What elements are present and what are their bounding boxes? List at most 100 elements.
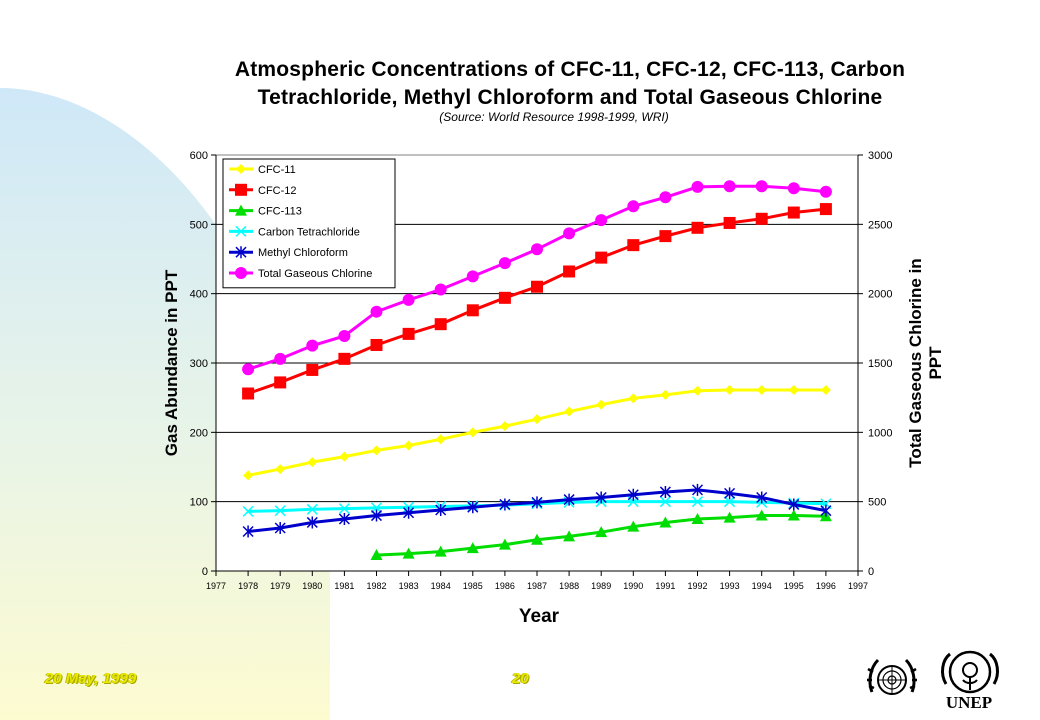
data-point: [370, 305, 383, 318]
legend-label: Methyl Chloroform: [258, 247, 348, 259]
y-tick-label: 400: [190, 289, 208, 301]
data-point: [563, 265, 576, 278]
data-point: [242, 387, 255, 400]
data-point: [596, 399, 607, 410]
y2-axis-label: Total Gaseous Chlorine inPPT: [906, 258, 945, 467]
x-tick-label: 1982: [366, 581, 386, 591]
data-point: [660, 389, 671, 400]
series-cfc-12: [242, 203, 832, 400]
legend-label: CFC-12: [258, 185, 297, 197]
data-point: [243, 470, 254, 481]
y2-tick-label: 500: [868, 497, 886, 509]
data-point: [564, 406, 575, 417]
chart-title-line-1: Atmospheric Concentrations of CFC-11, CF…: [234, 58, 906, 81]
data-point: [371, 445, 382, 456]
data-point: [723, 180, 736, 193]
data-point: [691, 483, 704, 496]
data-point: [467, 427, 478, 438]
legend-swatch-marker: [235, 204, 247, 216]
data-point: [531, 280, 543, 293]
data-point: [242, 363, 255, 376]
data-point: [435, 503, 447, 516]
x-tick-label: 1985: [463, 581, 483, 591]
data-point: [595, 214, 608, 227]
data-point: [787, 182, 800, 195]
data-point: [724, 385, 735, 396]
unep-logo-text: UNEP: [945, 693, 993, 712]
footer-page-number: 20: [512, 670, 529, 687]
data-point: [466, 270, 479, 283]
data-point: [659, 496, 671, 508]
x-tick-label: 1989: [591, 581, 611, 591]
data-point: [627, 200, 640, 213]
legend: CFC-11 CFC-12 CFC-113 Carbon Tetrachloride M…: [222, 158, 396, 289]
x-tick-label: 1979: [270, 581, 290, 591]
x-tick-label: 1990: [623, 581, 643, 591]
legend-swatch-marker: [235, 225, 247, 237]
data-point: [627, 488, 639, 501]
x-tick-label: 1988: [559, 581, 579, 591]
data-point: [402, 547, 415, 559]
data-point: [788, 385, 799, 396]
data-point: [659, 485, 671, 498]
data-point: [788, 498, 800, 511]
data-point: [691, 180, 704, 193]
data-point: [466, 542, 479, 554]
data-point: [306, 363, 319, 376]
data-point: [434, 283, 447, 296]
x-tick-label: 1983: [399, 581, 419, 591]
y2-tick-label: 0: [868, 566, 874, 578]
x-axis-label: Year: [519, 606, 560, 627]
x-tick-label: 1991: [655, 581, 675, 591]
data-point: [563, 493, 575, 506]
legend-swatch-marker: [235, 183, 247, 196]
x-tick-label: 1995: [784, 581, 804, 591]
data-point: [755, 509, 768, 521]
data-point: [338, 329, 351, 342]
data-point: [563, 530, 576, 542]
legend-label: CFC-113: [258, 206, 302, 218]
data-point: [274, 376, 287, 389]
data-point: [532, 414, 542, 425]
legend-label: Total Gaseous Chlorine: [258, 268, 372, 280]
data-point: [370, 509, 383, 522]
data-point: [499, 421, 510, 432]
x-tick-label: 1977: [206, 581, 226, 591]
data-point: [274, 505, 286, 517]
data-point: [274, 522, 286, 535]
data-point: [307, 457, 318, 468]
legend-swatch-marker: [236, 164, 246, 174]
y-tick-label: 200: [190, 427, 208, 439]
y-tick-label: 600: [190, 150, 208, 162]
legend-swatch-marker: [235, 246, 247, 259]
y2-tick-label: 3000: [868, 150, 892, 162]
axes: 0 100 200 300 400 500 600 0 500 1000 1500 2000 2500 3…: [190, 150, 893, 591]
data-point: [755, 180, 768, 193]
legend-entry: CFC-113: [229, 204, 302, 218]
data-point: [275, 464, 286, 475]
data-point: [787, 206, 800, 219]
data-point: [820, 504, 832, 517]
series-group: [242, 180, 832, 561]
data-point: [466, 304, 479, 317]
x-tick-label: 1997: [848, 581, 868, 591]
x-tick-label: 1984: [431, 581, 451, 591]
legend-swatch-marker: [235, 267, 247, 279]
data-point: [692, 385, 703, 396]
data-point: [306, 503, 318, 515]
data-point: [724, 487, 736, 500]
data-point: [434, 545, 447, 557]
data-point: [755, 212, 768, 225]
series-total-gaseous-chlorine: [242, 180, 832, 376]
x-tick-label: 1992: [687, 581, 707, 591]
x-tick-label: 1981: [334, 581, 354, 591]
data-point: [403, 506, 415, 519]
x-tick-label: 1987: [527, 581, 547, 591]
data-point: [499, 498, 511, 511]
data-point: [595, 251, 608, 264]
data-point: [819, 185, 832, 198]
x-tick-label: 1980: [302, 581, 322, 591]
data-point: [756, 491, 768, 504]
y-tick-label: 100: [190, 497, 208, 509]
data-point: [820, 385, 831, 396]
